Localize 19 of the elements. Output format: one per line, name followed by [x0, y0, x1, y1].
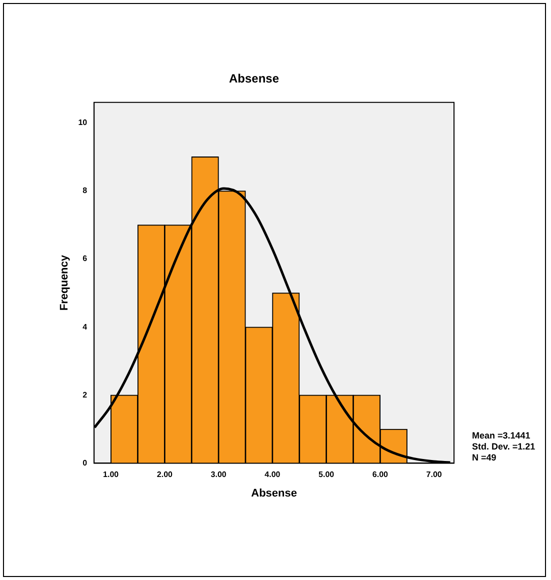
text: Std. Dev. =1.21 — [472, 442, 536, 452]
y-axis-title: Frequency — [58, 254, 71, 311]
y-tick-label: 0 — [82, 458, 88, 468]
text: Mean =3.1441 — [472, 430, 530, 441]
x-tick-label: 1.00 — [103, 470, 120, 480]
x-tick-label: 6.00 — [372, 470, 389, 480]
x-tick-label: 2.00 — [156, 470, 174, 480]
y-tick-label: 2 — [82, 390, 88, 400]
y-tick-label: 10 — [78, 118, 88, 128]
x-axis-title: Absense — [251, 487, 297, 500]
y-tick-label: 6 — [82, 254, 88, 264]
chart-title: Absense — [228, 72, 280, 86]
x-tick-label: 7.00 — [426, 470, 442, 480]
y-tick-label: 8 — [82, 186, 88, 196]
x-tick-label: 5.00 — [318, 470, 335, 480]
x-tick-label: 4.00 — [264, 470, 281, 480]
text: N =49 — [472, 452, 496, 463]
x-tick-label: 3.00 — [210, 470, 227, 480]
y-tick-label: 4 — [82, 322, 88, 332]
